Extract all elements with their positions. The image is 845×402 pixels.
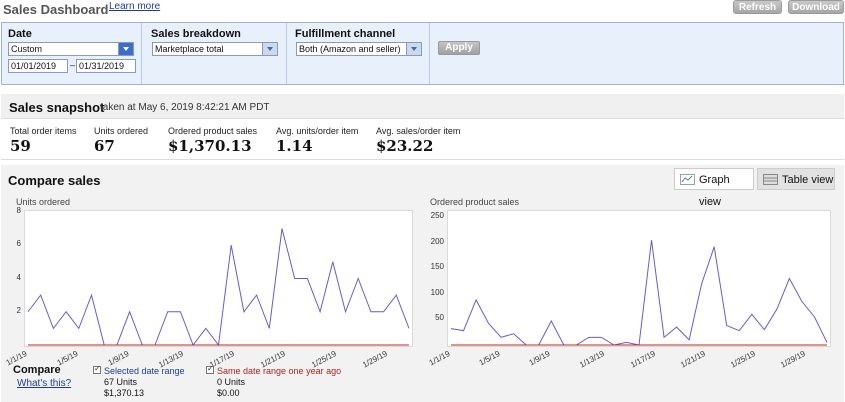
last-year-units: 0 Units <box>217 377 246 387</box>
metric-avg-sales-per-item: Avg. sales/order item $23.22 <box>376 126 460 155</box>
x-tick-label: 1/21/19 <box>678 349 707 370</box>
table-view-label: Table view <box>782 174 834 186</box>
selected-range-checkbox[interactable] <box>93 364 101 374</box>
x-tick-label: 1/9/19 <box>527 349 552 368</box>
chevron-down-icon <box>262 43 277 55</box>
snapshot-title: Sales snapshot <box>9 100 105 115</box>
table-icon <box>763 174 778 185</box>
snapshot-header: Sales snapshot taken at May 6, 2019 8:42… <box>1 94 844 119</box>
y-tick-label: 250 <box>430 211 444 221</box>
metric-value: 1.14 <box>276 137 313 155</box>
metric-label: Total order items <box>10 126 77 136</box>
x-tick-label: 1/5/19 <box>477 349 502 368</box>
units-ordered-chart <box>24 210 413 347</box>
ordered-product-sales-svg <box>450 240 828 346</box>
y-tick-label: 2 <box>16 305 21 315</box>
dashboard-header: Sales Dashboard Learn more Refresh Downl… <box>0 0 845 22</box>
selected-range-line <box>27 228 410 347</box>
date-filter: Date Custom 01/01/2019 – 01/31/2019 <box>2 23 142 84</box>
chart-title-units: Units ordered <box>16 197 71 207</box>
y-tick-label: 4 <box>16 272 21 282</box>
metric-label: Avg. sales/order item <box>376 126 461 136</box>
metric-value: $1,370.13 <box>168 137 252 155</box>
x-tick-label: 1/25/19 <box>728 349 757 370</box>
fulfillment-value: Both (Amazon and seller) <box>299 44 401 54</box>
line-chart-icon <box>680 174 695 185</box>
selected-range-sales: $1,370.13 <box>104 388 145 398</box>
metric-value: $23.22 <box>376 137 434 155</box>
metric-value: 59 <box>10 137 31 155</box>
date-label: Date <box>8 28 32 40</box>
selected-range-line <box>450 240 828 346</box>
metric-units-ordered: Units ordered 67 <box>94 126 148 155</box>
x-tick-label: 1/1/19 <box>427 349 452 368</box>
ordered-product-sales-chart <box>447 210 831 347</box>
metric-label: Units ordered <box>94 126 149 136</box>
selected-range-label: Selected date range <box>104 366 185 376</box>
fulfillment-filter: Fulfillment channel Both (Amazon and sel… <box>289 23 430 84</box>
metric-avg-units-per-item: Avg. units/order item 1.14 <box>276 126 358 155</box>
x-tick-label: 1/17/19 <box>628 349 657 370</box>
fulfillment-select[interactable]: Both (Amazon and seller) <box>296 42 422 56</box>
date-separator: – <box>70 60 76 70</box>
start-date-input[interactable]: 01/01/2019 <box>8 59 68 73</box>
compare-sales-title: Compare sales <box>8 173 101 188</box>
breakdown-label: Sales breakdown <box>151 28 241 40</box>
metric-total-order-items: Total order items 59 <box>10 126 77 155</box>
date-range-value: Custom <box>11 44 43 54</box>
x-tick-label: 1/29/19 <box>779 349 807 370</box>
y-tick-label: 50 <box>435 313 444 323</box>
y-tick-label: 150 <box>430 262 444 272</box>
breakdown-filter: Sales breakdown Marketplace total <box>145 23 287 84</box>
metric-ordered-product-sales: Ordered product sales $1,370.13 <box>168 126 257 155</box>
refresh-button[interactable]: Refresh <box>733 0 782 14</box>
compare-sales-panel: Compare sales Graph view Table view Unit… <box>1 165 844 402</box>
metric-value: 67 <box>94 137 115 155</box>
date-range-select[interactable]: Custom <box>8 42 134 56</box>
breakdown-select[interactable]: Marketplace total <box>152 42 278 56</box>
end-date-input[interactable]: 01/31/2019 <box>76 59 136 73</box>
snapshot-metrics: Total order items 59 Units ordered 67 Or… <box>1 120 844 160</box>
y-tick-label: 200 <box>430 236 444 246</box>
x-tick-label: 1/13/19 <box>578 349 607 370</box>
y-tick-label: 100 <box>430 287 444 297</box>
compare-legend-title: Compare <box>13 364 61 376</box>
filter-bar: Date Custom 01/01/2019 – 01/31/2019 Sale… <box>1 22 844 85</box>
page-title: Sales Dashboard <box>3 2 109 17</box>
last-year-sales: $0.00 <box>217 388 240 398</box>
breakdown-value: Marketplace total <box>155 44 224 54</box>
graph-view-button[interactable]: Graph view <box>674 168 754 208</box>
whats-this-link[interactable]: What's this? <box>17 378 72 389</box>
y-tick-label: 8 <box>16 206 21 215</box>
table-view-button[interactable]: Table view <box>757 168 835 190</box>
chart-title-sales: Ordered product sales <box>430 197 520 207</box>
chevron-down-icon <box>118 43 133 55</box>
last-year-label: Same date range one year ago <box>217 366 342 376</box>
snapshot-timestamp: taken at May 6, 2019 8:42:21 AM PDT <box>100 102 270 113</box>
learn-more-link[interactable]: Learn more <box>109 1 161 12</box>
download-button[interactable]: Download <box>788 0 844 14</box>
x-tick-label: 1/29/19 <box>360 349 389 370</box>
metric-label: Ordered product sales <box>168 126 258 136</box>
graph-view-label: Graph view <box>699 174 730 208</box>
units-ordered-svg <box>27 228 410 347</box>
last-year-checkbox[interactable] <box>206 364 214 374</box>
fulfillment-label: Fulfillment channel <box>295 28 396 40</box>
metric-label: Avg. units/order item <box>276 126 359 136</box>
apply-button[interactable]: Apply <box>438 41 480 55</box>
x-tick-label: 1/9/19 <box>106 349 131 368</box>
y-tick-label: 6 <box>16 239 21 249</box>
chevron-down-icon <box>406 43 421 55</box>
selected-range-units: 67 Units <box>104 377 138 387</box>
